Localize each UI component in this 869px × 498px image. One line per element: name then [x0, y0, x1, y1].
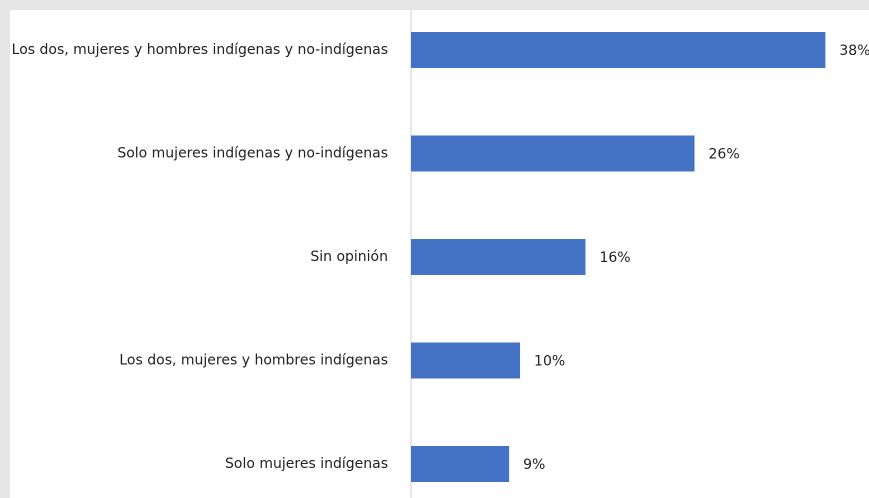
bar — [411, 239, 586, 275]
value-label: 38% — [839, 43, 869, 59]
category-label: Sin opinión — [310, 249, 388, 265]
category-label: Solo mujeres indígenas — [225, 456, 388, 472]
value-label: 16% — [599, 250, 630, 266]
bar — [411, 135, 695, 172]
category-label: Solo mujeres indígenas y no-indígenas — [117, 146, 388, 162]
value-label: 26% — [709, 147, 740, 163]
value-label: 10% — [534, 354, 565, 370]
bar — [411, 32, 826, 68]
category-label: Los dos, mujeres y hombres indígenas y n… — [12, 42, 388, 58]
bar — [411, 446, 510, 482]
category-label: Los dos, mujeres y hombres indígenas — [119, 353, 388, 369]
bar — [411, 342, 521, 379]
value-label: 9% — [523, 457, 545, 473]
